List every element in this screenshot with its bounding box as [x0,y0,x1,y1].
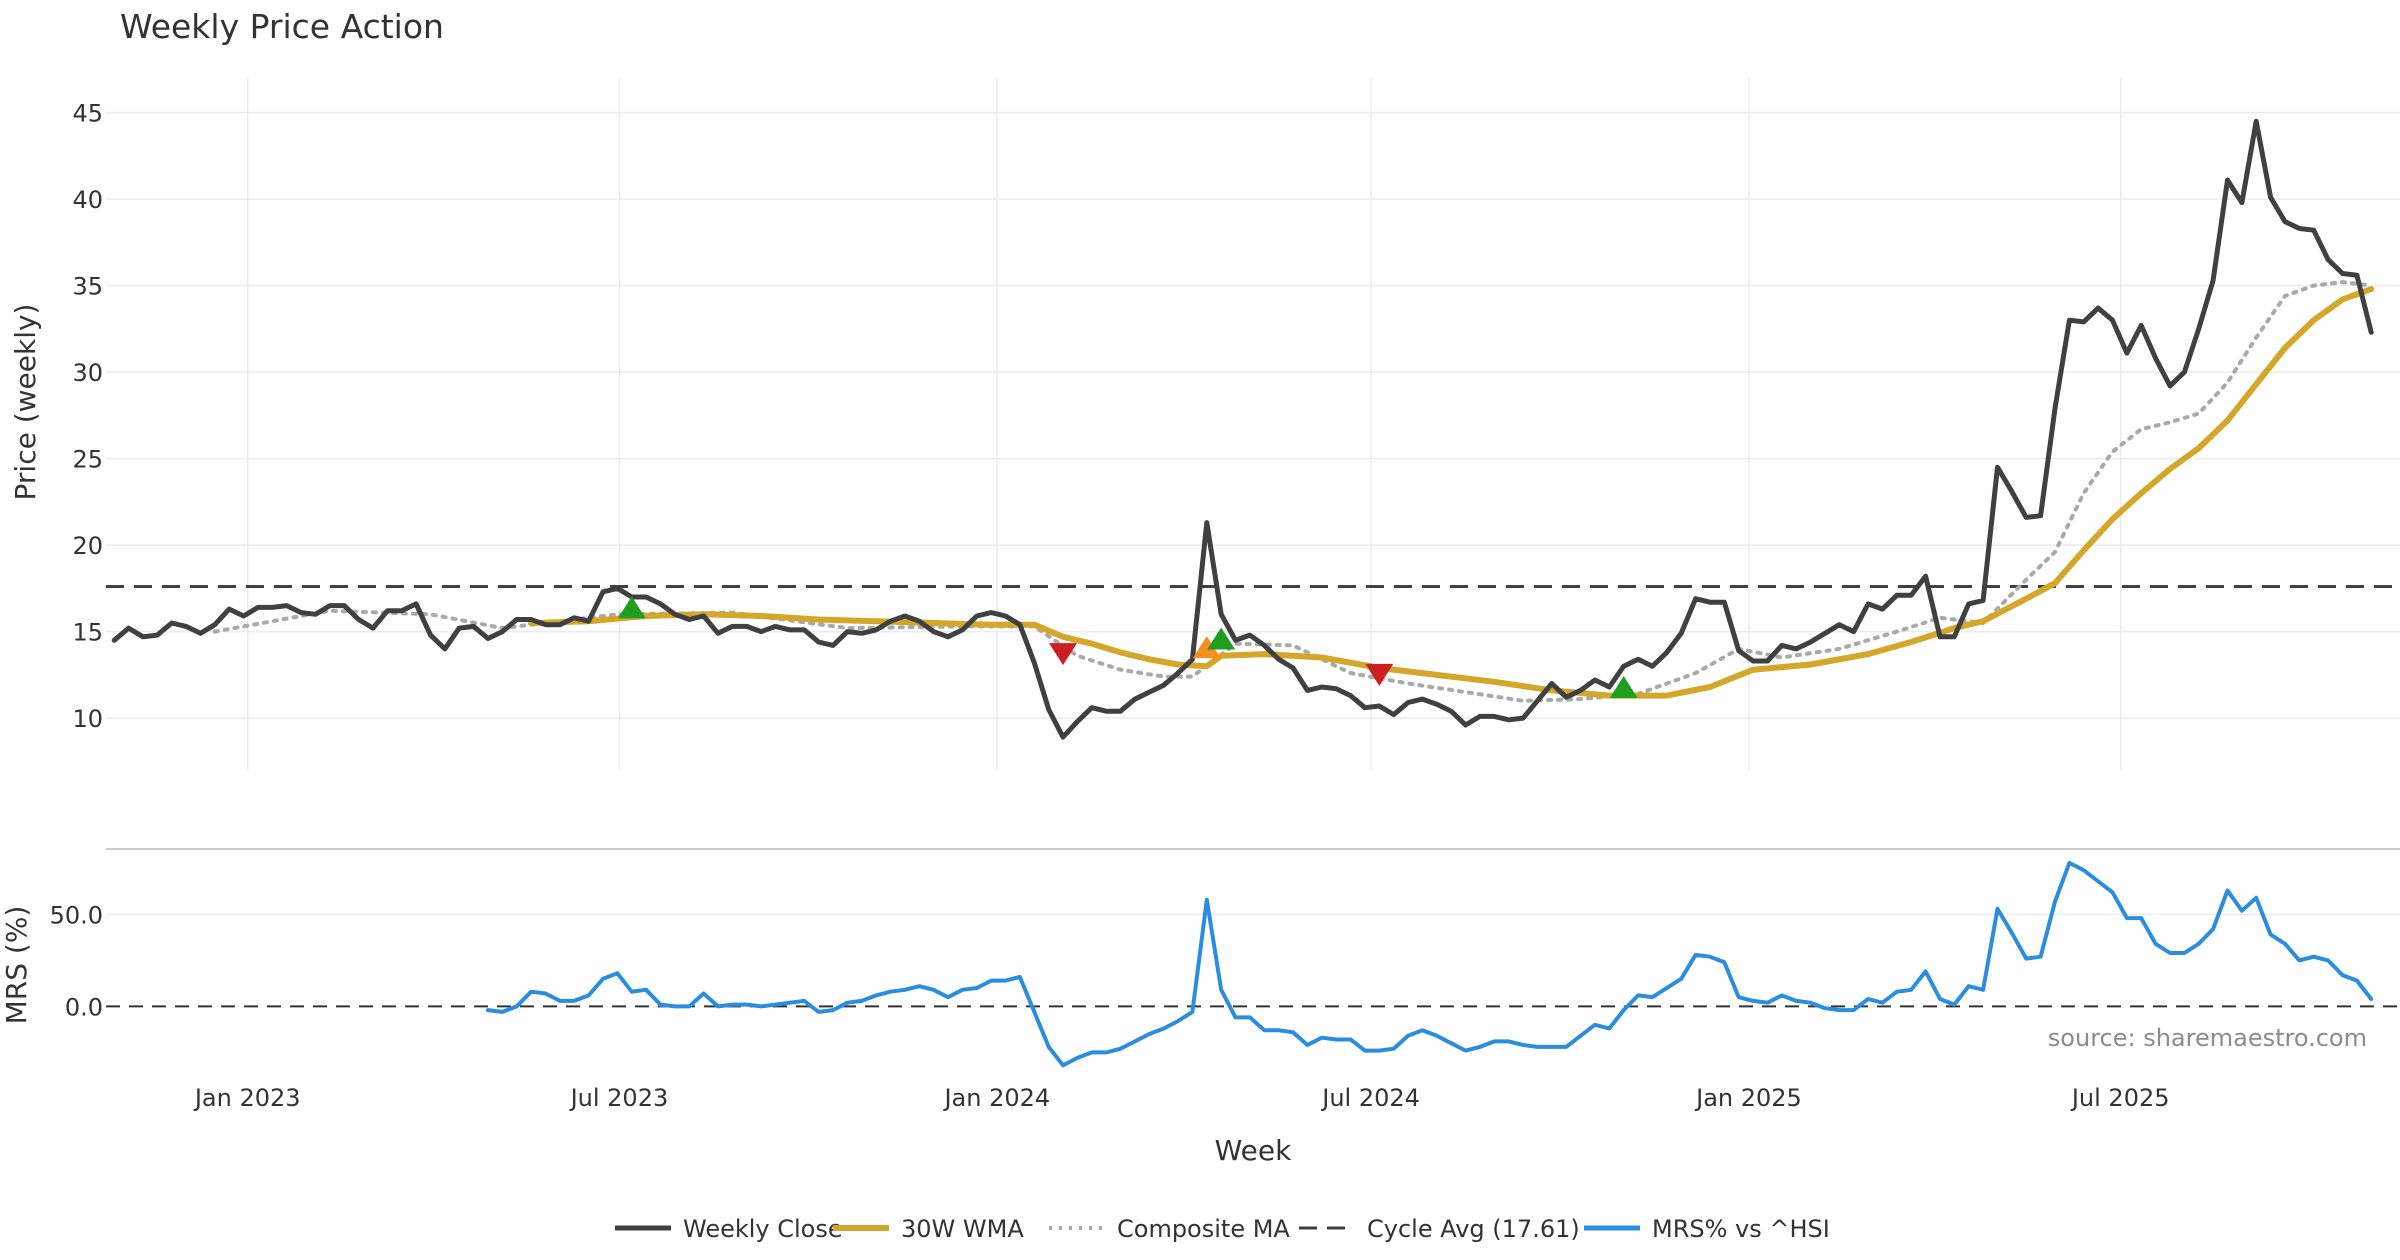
price-y-ticks: 10 15 20 25 30 35 40 45 [72,100,103,733]
legend-label-close: Weekly Close [683,1215,843,1243]
x-axis-ticks: Jan 2023 Jul 2023 Jan 2024 Jul 2024 Jan 2025… [193,1084,2170,1112]
x-tick-label: Jan 2025 [1694,1084,1802,1112]
price-tick-label: 20 [72,532,103,560]
price-axis-title: Price (weekly) [9,304,42,501]
chart-title: Weekly Price Action [120,7,444,46]
price-tick-label: 10 [72,705,103,733]
mrs-axis-title: MRS (%) [0,906,33,1025]
mrs-tick-label: 50.0 [50,901,103,929]
mrs-y-ticks: 0.0 50.0 [50,901,103,1021]
x-tick-label: Jul 2023 [569,1084,669,1112]
mrs-tick-label: 0.0 [65,993,103,1021]
price-tick-label: 40 [72,186,103,214]
buy-signal-marker [1609,675,1638,698]
x-tick-label: Jul 2024 [1320,1084,1420,1112]
legend-label-wma: 30W WMA [901,1215,1024,1243]
legend-label-composite: Composite MA [1117,1215,1290,1243]
price-tick-label: 45 [72,100,103,128]
buy-signal-marker [1207,627,1236,650]
price-gridlines [106,111,2400,916]
weekly-close-line [111,118,2374,740]
price-tick-label: 35 [72,273,103,301]
price-tick-label: 25 [72,446,103,474]
wma-30w-line [528,286,2375,699]
price-tick-label: 30 [72,359,103,387]
legend-label-mrs: MRS% vs ^HSI [1652,1215,1830,1243]
composite-ma-line [212,280,2374,703]
x-tick-label: Jan 2023 [193,1084,301,1112]
legend: Weekly Close 30W WMA Composite MA Cycle Avg… [615,1215,1830,1243]
sell-signal-marker [1365,663,1394,686]
sell-signal-marker [1049,643,1078,666]
x-tick-label: Jan 2024 [942,1084,1050,1112]
legend-label-cycle: Cycle Avg (17.61) [1367,1215,1580,1243]
source-credit: source: sharemaestro.com [2048,1024,2367,1052]
price-tick-label: 15 [72,619,103,647]
mrs-line [486,860,2374,1068]
buy-signal-marker [617,596,646,619]
caution-signal-marker [1192,636,1221,659]
signal-markers [617,596,1638,698]
x-axis-title: Week [1215,1134,1292,1167]
x-tick-label: Jul 2025 [2070,1084,2170,1112]
x-gridlines [246,78,2122,770]
